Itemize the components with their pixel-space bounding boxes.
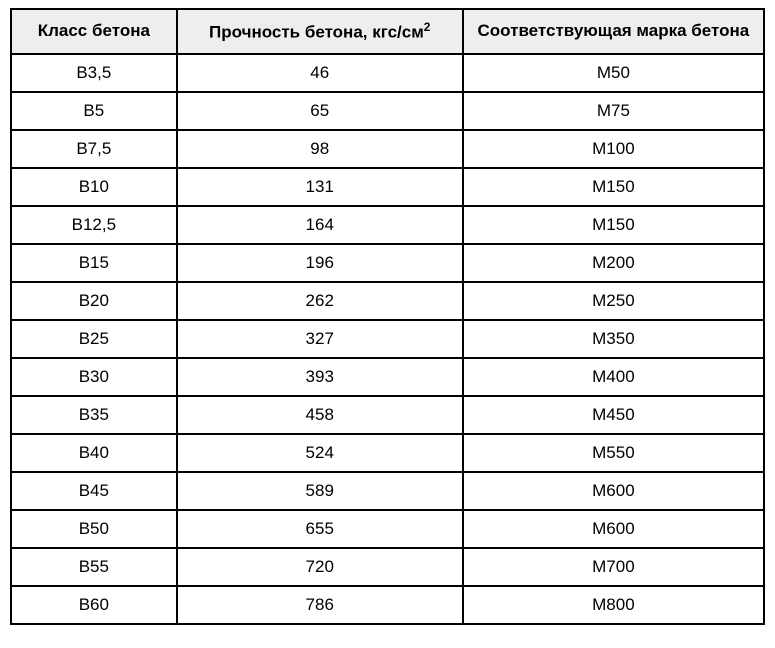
table-row: B25327М350 bbox=[11, 320, 764, 358]
concrete-grade-table: Класс бетона Прочность бетона, кгс/см2 С… bbox=[10, 8, 765, 625]
table-row: B7,598М100 bbox=[11, 130, 764, 168]
cell-class: B3,5 bbox=[11, 54, 177, 92]
cell-strength: 196 bbox=[177, 244, 463, 282]
cell-grade: М600 bbox=[463, 510, 764, 548]
cell-strength: 393 bbox=[177, 358, 463, 396]
cell-grade: М150 bbox=[463, 206, 764, 244]
cell-strength: 262 bbox=[177, 282, 463, 320]
cell-grade: М250 bbox=[463, 282, 764, 320]
table-row: B565М75 bbox=[11, 92, 764, 130]
cell-strength: 327 bbox=[177, 320, 463, 358]
cell-strength: 65 bbox=[177, 92, 463, 130]
cell-grade: М100 bbox=[463, 130, 764, 168]
table-row: B20262М250 bbox=[11, 282, 764, 320]
cell-strength: 524 bbox=[177, 434, 463, 472]
cell-grade: М75 bbox=[463, 92, 764, 130]
cell-strength: 458 bbox=[177, 396, 463, 434]
table-row: B30393М400 bbox=[11, 358, 764, 396]
cell-grade: М700 bbox=[463, 548, 764, 586]
table-row: B15196М200 bbox=[11, 244, 764, 282]
cell-grade: М400 bbox=[463, 358, 764, 396]
cell-grade: М450 bbox=[463, 396, 764, 434]
cell-class: B35 bbox=[11, 396, 177, 434]
cell-class: B45 bbox=[11, 472, 177, 510]
table-row: B45589М600 bbox=[11, 472, 764, 510]
table-row: B60786М800 bbox=[11, 586, 764, 624]
table-header-row: Класс бетона Прочность бетона, кгс/см2 С… bbox=[11, 9, 764, 54]
cell-class: B15 bbox=[11, 244, 177, 282]
cell-grade: М150 bbox=[463, 168, 764, 206]
cell-strength: 131 bbox=[177, 168, 463, 206]
cell-strength: 98 bbox=[177, 130, 463, 168]
cell-class: B55 bbox=[11, 548, 177, 586]
cell-grade: М350 bbox=[463, 320, 764, 358]
cell-strength: 589 bbox=[177, 472, 463, 510]
table-row: B35458М450 bbox=[11, 396, 764, 434]
cell-strength: 164 bbox=[177, 206, 463, 244]
table-body: B3,546М50B565М75B7,598М100B10131М150B12,… bbox=[11, 54, 764, 624]
cell-class: B60 bbox=[11, 586, 177, 624]
cell-grade: М550 bbox=[463, 434, 764, 472]
table-row: B3,546М50 bbox=[11, 54, 764, 92]
cell-class: B30 bbox=[11, 358, 177, 396]
cell-grade: М600 bbox=[463, 472, 764, 510]
cell-class: B25 bbox=[11, 320, 177, 358]
cell-grade: М50 bbox=[463, 54, 764, 92]
cell-class: B50 bbox=[11, 510, 177, 548]
cell-grade: М200 bbox=[463, 244, 764, 282]
cell-grade: М800 bbox=[463, 586, 764, 624]
cell-class: B7,5 bbox=[11, 130, 177, 168]
col-header-grade: Соответствующая марка бетона bbox=[463, 9, 764, 54]
cell-class: B10 bbox=[11, 168, 177, 206]
cell-strength: 786 bbox=[177, 586, 463, 624]
table-row: B12,5164М150 bbox=[11, 206, 764, 244]
cell-class: B20 bbox=[11, 282, 177, 320]
cell-strength: 46 bbox=[177, 54, 463, 92]
table-row: B55720М700 bbox=[11, 548, 764, 586]
table-row: B50655М600 bbox=[11, 510, 764, 548]
col-header-class: Класс бетона bbox=[11, 9, 177, 54]
cell-class: B12,5 bbox=[11, 206, 177, 244]
table-row: B10131М150 bbox=[11, 168, 764, 206]
cell-class: B5 bbox=[11, 92, 177, 130]
table-row: B40524М550 bbox=[11, 434, 764, 472]
col-header-strength: Прочность бетона, кгс/см2 bbox=[177, 9, 463, 54]
cell-class: B40 bbox=[11, 434, 177, 472]
cell-strength: 720 bbox=[177, 548, 463, 586]
cell-strength: 655 bbox=[177, 510, 463, 548]
